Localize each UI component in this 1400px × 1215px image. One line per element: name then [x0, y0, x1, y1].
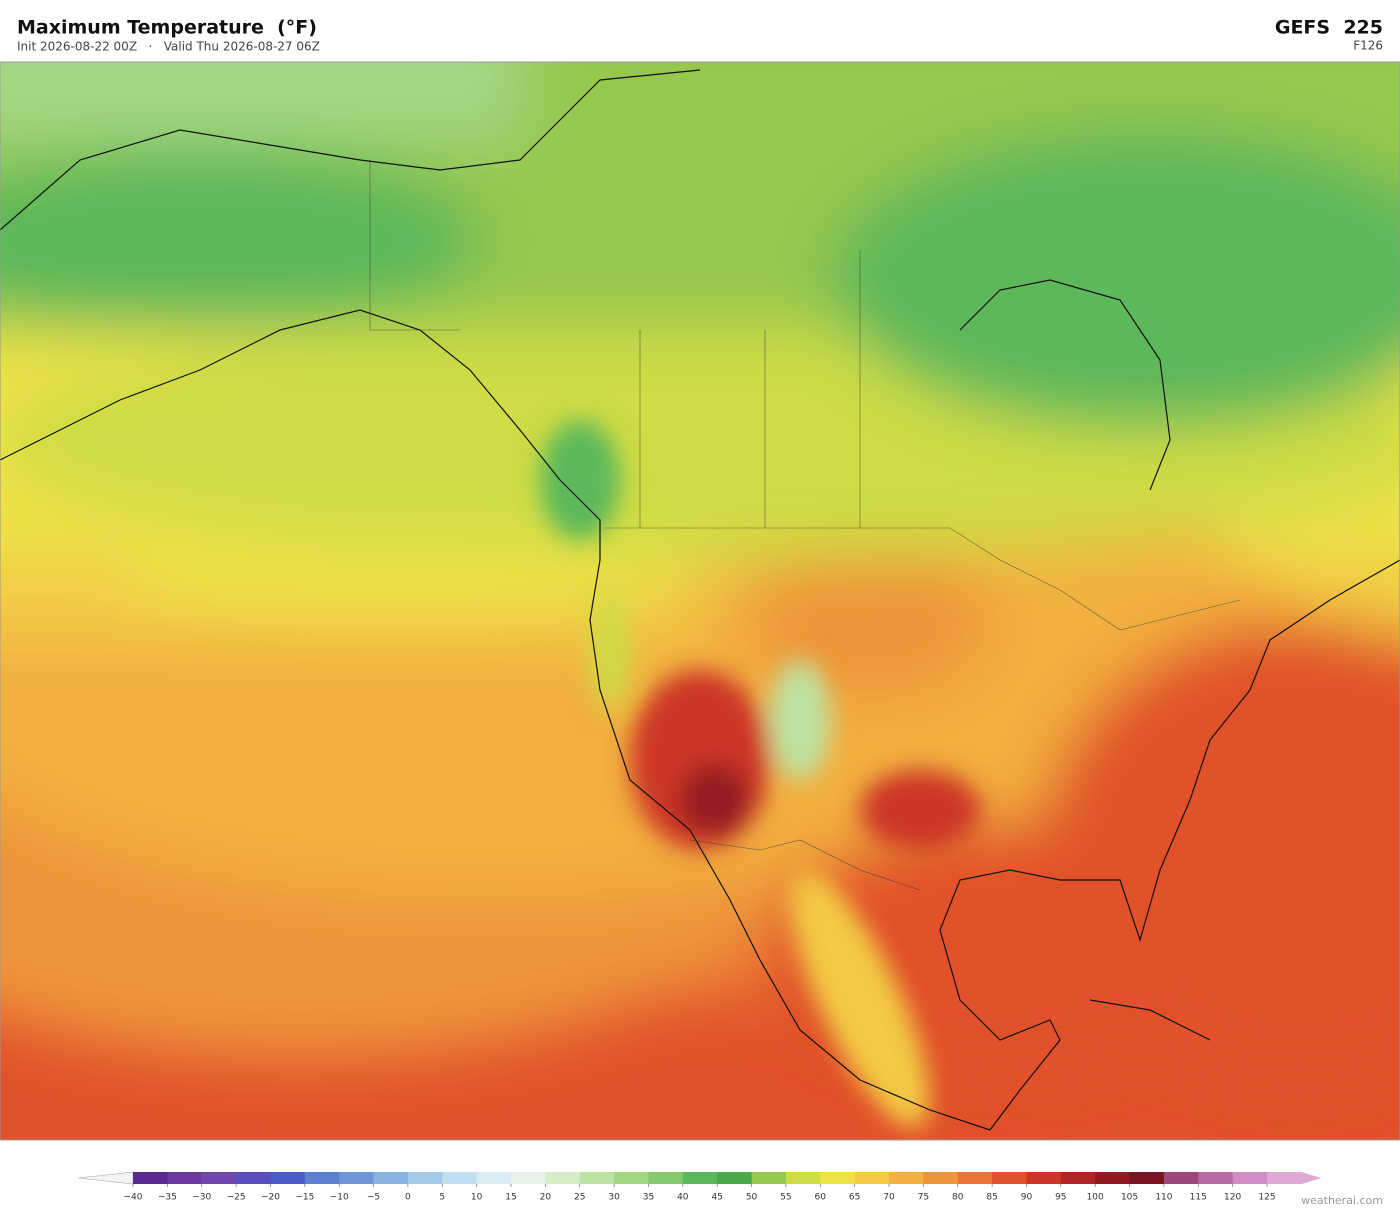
colorbar-tick-label: 80: [952, 1193, 964, 1203]
coastline: [0, 309, 1400, 1131]
colorbar-tick-label: −35: [158, 1193, 177, 1203]
colorbar-tick-label: −20: [261, 1193, 280, 1203]
colorbar-bin: [304, 1172, 340, 1184]
colorbar-bin: [545, 1172, 581, 1184]
colorbar-tick-label: 90: [1021, 1193, 1033, 1203]
colorbar-tick-label: −40: [124, 1193, 143, 1203]
colorbar-bin: [1060, 1172, 1096, 1184]
colorbar-tick-label: 95: [1055, 1193, 1066, 1203]
colorbar-bin: [785, 1172, 821, 1184]
colorbar-bin: [270, 1172, 306, 1184]
colorbar-bin: [167, 1172, 203, 1184]
colorbar-bin: [751, 1172, 787, 1184]
colorbar-tick-label: 10: [471, 1193, 483, 1203]
subtitle: Init 2026-08-22 00Z · Valid Thu 2026-08-…: [17, 40, 320, 54]
colorbar-extend-high: [1301, 1172, 1322, 1184]
colorbar-tick-label: −25: [227, 1193, 246, 1203]
map: [0, 62, 1400, 1140]
colorbar-bin: [614, 1172, 649, 1184]
colorbar-tick-label: −30: [192, 1193, 211, 1203]
colorbar-bin: [442, 1172, 478, 1184]
colorbar-tick-label: −5: [367, 1193, 380, 1203]
credit: weatherai.com: [1301, 1194, 1383, 1207]
colorbar-tick-label: 5: [439, 1193, 445, 1203]
colorbar-tick-label: 55: [780, 1193, 791, 1203]
colorbar-bin: [407, 1172, 443, 1184]
colorbar-tick-label: 75: [918, 1193, 929, 1203]
colorbar-tick-label: −15: [295, 1193, 314, 1203]
colorbar-bin: [682, 1172, 718, 1184]
colorbar-tick-label: 20: [540, 1193, 552, 1203]
colorbar-tick-label: 120: [1224, 1193, 1241, 1203]
colorbar-bin: [854, 1172, 890, 1184]
colorbar-bin: [476, 1172, 512, 1184]
colorbar-tick-label: −10: [330, 1193, 349, 1203]
colorbar-tick-label: 30: [608, 1193, 620, 1203]
forecast-hour: F126: [1353, 39, 1383, 53]
colorbar-tick-label: 25: [574, 1193, 585, 1203]
colorbar-bin: [579, 1172, 615, 1184]
colorbar: −40 −35 −30 −25 −20 −15 −10 −5 0 5 10 15 20 25 30 35 40 4…: [77, 1171, 1322, 1203]
colorbar-extend-low: [77, 1171, 134, 1185]
colorbar-bin: [201, 1172, 237, 1184]
colorbar-tick-label: 125: [1258, 1193, 1275, 1203]
colorbar-tick-label: 50: [746, 1193, 758, 1203]
colorbar-bin: [957, 1172, 993, 1184]
model-label: GEFS 225: [1275, 17, 1383, 39]
colorbar-bin: [1163, 1172, 1199, 1184]
colorbar-tick-label: 85: [986, 1193, 997, 1203]
title: Maximum Temperature (°F): [17, 17, 317, 39]
colorbar-tick-label: 115: [1190, 1193, 1207, 1203]
coastline: [0, 69, 1211, 1041]
colorbar-tick-label: 100: [1087, 1193, 1104, 1203]
colorbar-tick-label: 35: [643, 1193, 654, 1203]
colorbar-tick-label: 105: [1121, 1193, 1138, 1203]
colorbar-bin: [1129, 1172, 1165, 1184]
colorbar-bin: [1026, 1172, 1062, 1184]
colorbar-tick-label: 65: [849, 1193, 860, 1203]
colorbar-tick-label: 60: [815, 1193, 827, 1203]
colorbar-bin: [992, 1172, 1027, 1184]
colorbar-bin: [889, 1172, 924, 1184]
colorbar-bin: [133, 1172, 168, 1184]
colorbar-tick-label: 110: [1155, 1193, 1172, 1203]
colorbar-tick-label: 40: [677, 1193, 689, 1203]
colorbar-bin: [373, 1172, 409, 1184]
colorbar-tick-label: 15: [505, 1193, 516, 1203]
colorbar-tick-label: 70: [883, 1193, 895, 1203]
colorbar-bin: [1095, 1172, 1131, 1184]
colorbar-bin: [820, 1172, 856, 1184]
colorbar-bin: [1232, 1172, 1268, 1184]
colorbar-bin: [511, 1172, 546, 1184]
colorbar-bin: [648, 1172, 684, 1184]
colorbar-tick-label: 0: [405, 1193, 411, 1203]
colorbar-bin: [236, 1172, 271, 1184]
colorbar-bin: [1267, 1172, 1302, 1184]
colorbar-tick-label: 45: [711, 1193, 722, 1203]
colorbar-bin: [339, 1172, 375, 1184]
map-frame: [0, 61, 1400, 1141]
colorbar-bin: [1198, 1172, 1234, 1184]
colorbar-bin: [717, 1172, 753, 1184]
colorbar-bin: [923, 1172, 959, 1184]
border: [369, 160, 1241, 891]
